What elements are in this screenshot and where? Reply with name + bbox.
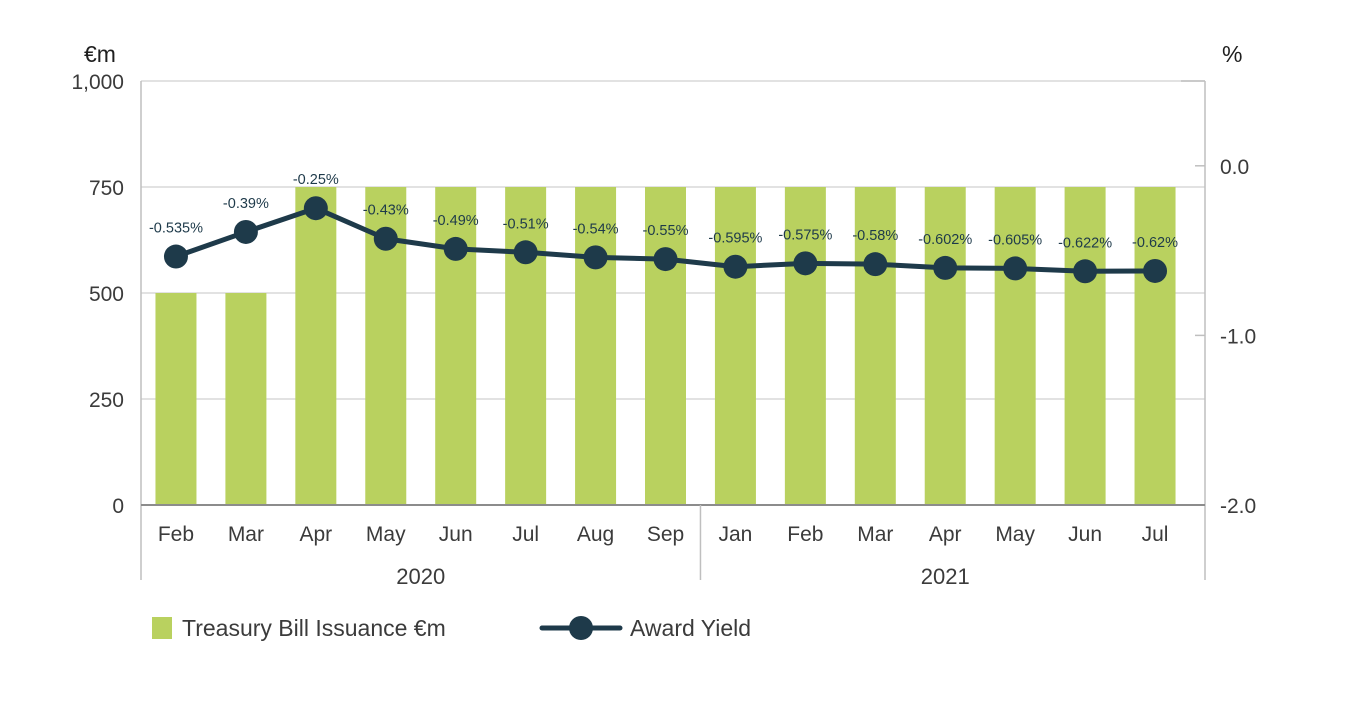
bar (854, 187, 896, 505)
bar (155, 293, 197, 505)
bar (225, 293, 267, 505)
yield-point (933, 255, 958, 280)
yield-point (863, 252, 888, 277)
bar (645, 187, 686, 505)
left-tick-label: 1,000 (71, 71, 124, 94)
yield-point (1143, 258, 1168, 283)
category-label: Jul (512, 523, 539, 546)
yield-data-label: -0.622% (1058, 235, 1112, 251)
line-series (163, 196, 1168, 284)
left-tick-label: 750 (89, 177, 124, 200)
left-tick-label: 0 (112, 495, 124, 518)
yield-data-label: -0.62% (1132, 235, 1178, 251)
yield-data-label: -0.605% (988, 232, 1042, 248)
left-axis-unit: €m (84, 41, 116, 67)
category-label: Apr (929, 523, 962, 546)
yield-point (233, 219, 258, 244)
yield-point (653, 247, 678, 272)
category-label: Aug (577, 523, 614, 546)
yield-data-label: -0.55% (643, 223, 689, 239)
bar (924, 187, 966, 505)
category-label: Jan (719, 523, 753, 546)
legend-line-marker (569, 616, 593, 640)
yield-data-label: -0.51% (503, 216, 549, 232)
yield-data-label: -0.595% (708, 231, 762, 247)
legend-line-label: Award Yield (630, 615, 751, 641)
yield-point (1003, 256, 1028, 281)
bar (295, 187, 337, 505)
yield-data-label: -0.49% (433, 213, 479, 229)
category-label: Mar (228, 523, 264, 546)
bar (575, 187, 617, 505)
right-tick-label: 0.0 (1220, 156, 1249, 179)
yield-point (583, 245, 608, 270)
yield-point (723, 254, 748, 279)
category-label: Sep (647, 523, 684, 546)
category-label: Jul (1142, 523, 1169, 546)
category-label: Feb (787, 523, 823, 546)
legend-bar-swatch (152, 617, 172, 639)
yield-point (303, 196, 328, 221)
right-axis-unit: % (1222, 41, 1242, 67)
category-label: Mar (857, 523, 893, 546)
yield-data-label: -0.39% (223, 196, 269, 212)
yield-point (443, 236, 468, 261)
year-label: 2021 (921, 564, 970, 589)
category-label: Feb (158, 523, 194, 546)
yield-data-label: -0.602% (918, 232, 972, 248)
category-label: Jun (1068, 523, 1102, 546)
yield-data-label: -0.575% (778, 227, 832, 243)
bar (1134, 187, 1176, 505)
yield-point (793, 251, 818, 276)
bar (994, 187, 1036, 505)
yield-data-label: -0.58% (852, 228, 898, 244)
yield-point (513, 240, 538, 265)
category-label: Jun (439, 523, 473, 546)
legend-bar-label: Treasury Bill Issuance €m (182, 615, 446, 641)
bar (435, 187, 477, 505)
bar-series (155, 187, 1176, 505)
left-tick-label: 250 (89, 389, 124, 412)
axes: 0 250 500 750 1,000 -2.0 -1.0 0.0 2020 2021 Feb Mar… (71, 71, 1256, 589)
yield-point (373, 226, 398, 251)
bar (714, 187, 756, 505)
left-tick-label: 500 (89, 283, 124, 306)
right-tick-label: -2.0 (1220, 495, 1256, 518)
bar (784, 187, 826, 505)
yield-data-label: -0.535% (149, 221, 203, 237)
yield-point (1073, 259, 1098, 284)
data-labels: -0.535% -0.39% -0.25% -0.43% -0.49% -0.51% -0.… (149, 172, 1178, 251)
yield-data-label: -0.54% (573, 221, 619, 237)
category-label: May (366, 523, 406, 546)
category-label: May (995, 523, 1035, 546)
yield-data-label: -0.25% (293, 172, 339, 188)
legend: Treasury Bill Issuance €m Award Yield (152, 615, 751, 641)
bar (505, 187, 547, 505)
category-label: Apr (299, 523, 332, 546)
year-label: 2020 (396, 564, 445, 589)
bar (1064, 187, 1106, 505)
yield-point (163, 244, 188, 269)
right-tick-label: -1.0 (1220, 325, 1256, 348)
yield-data-label: -0.43% (363, 203, 409, 219)
